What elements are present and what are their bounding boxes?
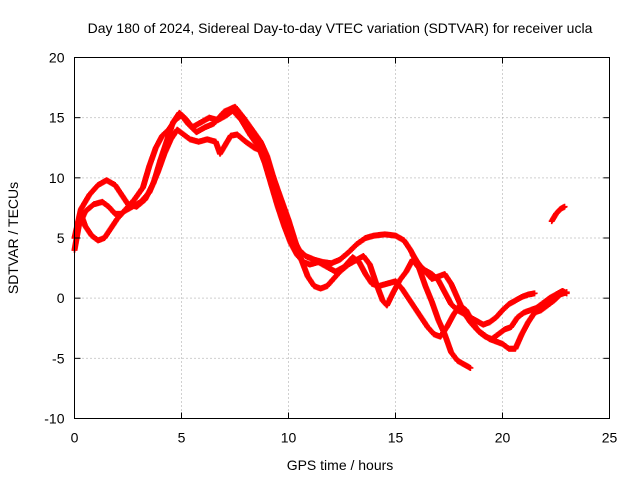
y-tick-label: 15 bbox=[49, 110, 65, 126]
series-track-d bbox=[409, 251, 570, 352]
y-tick-label: 5 bbox=[57, 230, 65, 246]
x-tick-label: 5 bbox=[178, 430, 186, 446]
x-tick-label: 15 bbox=[388, 430, 404, 446]
y-tick-label: -10 bbox=[44, 411, 64, 427]
series-track-b bbox=[77, 126, 474, 371]
chart-grid bbox=[74, 57, 610, 419]
y-axis-label: SDTVAR / TECUs bbox=[5, 182, 21, 294]
y-tick-label: 0 bbox=[57, 290, 65, 306]
axis-ticks: 0 5 10 15 20 25 -10 -5 0 5 10 15 20 bbox=[44, 50, 617, 446]
x-tick-label: 20 bbox=[495, 430, 511, 446]
series-track-a bbox=[71, 103, 538, 328]
data-points bbox=[71, 103, 570, 371]
x-tick-label: 25 bbox=[602, 430, 618, 446]
x-tick-label: 10 bbox=[281, 430, 297, 446]
series-track-e bbox=[548, 203, 568, 225]
y-tick-label: 20 bbox=[49, 50, 65, 66]
y-tick-label: 10 bbox=[49, 170, 65, 186]
y-tick-label: -5 bbox=[52, 350, 65, 366]
chart-title: Day 180 of 2024, Sidereal Day-to-day VTE… bbox=[88, 20, 593, 36]
series-track-c bbox=[71, 107, 570, 343]
x-tick-label: 0 bbox=[71, 430, 79, 446]
x-axis-label: GPS time / hours bbox=[287, 457, 394, 473]
